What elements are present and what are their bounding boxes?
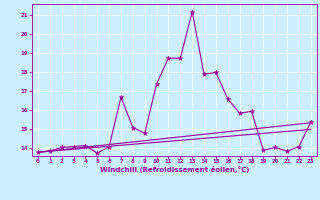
- X-axis label: Windchill (Refroidissement éolien,°C): Windchill (Refroidissement éolien,°C): [100, 166, 249, 173]
